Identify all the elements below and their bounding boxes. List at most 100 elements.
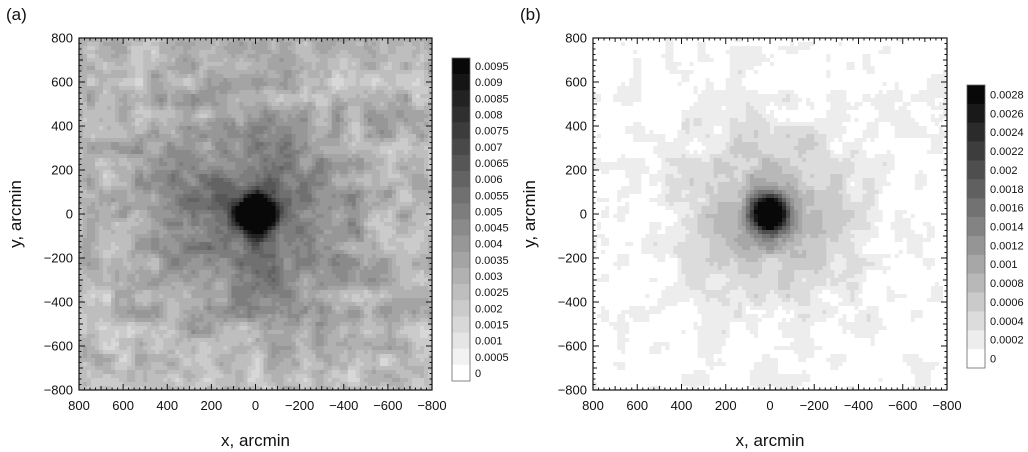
panel-a-ticks xyxy=(78,37,433,391)
panel-a-colorbar-swatch xyxy=(452,348,470,366)
panel-a-x-tick-label: 0 xyxy=(252,398,259,413)
panel-a-colorbar-swatch xyxy=(452,122,470,140)
panel-b-colorbar-swatch xyxy=(967,292,985,312)
panel-a-colorbar-label: 0.004 xyxy=(475,239,503,251)
panel-a-colorbar-label: 0.009 xyxy=(475,77,503,89)
panel-b-colorbar: 0.0028 0.0026 0.0024 0.0022 0.002 0.0018 0.001… xyxy=(966,84,1024,369)
panel-b-colorbar-swatch xyxy=(967,141,985,161)
panel-b-y-tick-label: 0 xyxy=(580,207,587,222)
panel-b-colorbar-swatch xyxy=(967,311,985,331)
panel-a-contour-map: 800 600 400 200 0 −200 −400 −600 −80080060040020… xyxy=(6,5,509,450)
panel-b-y-tick-label: 400 xyxy=(565,119,587,134)
panel-a-colorbar-label: 0.005 xyxy=(475,206,503,218)
panel-a-colorbar-label: 0.003 xyxy=(475,271,503,283)
panel-a-colorbar-swatch xyxy=(452,364,470,382)
panel-b-colorbar-swatch xyxy=(967,330,985,350)
panel-b-x-tick-label: 800 xyxy=(582,398,604,413)
panel-b-colorbar-swatch xyxy=(967,85,985,105)
panel-a-panel-label: (a) xyxy=(6,5,27,24)
panel-a-colorbar-label: 0.0045 xyxy=(475,223,509,235)
panel-a-colorbar-label: 0.001 xyxy=(475,336,503,348)
panel-b-colorbar-swatch xyxy=(967,349,985,369)
panel-b-colorbar-label: 0.0004 xyxy=(990,316,1024,328)
panel-a-colorbar-label: 0.007 xyxy=(475,142,503,154)
panel-a-y-axis-label: y, arcmin xyxy=(6,180,25,248)
panel-b-colorbar-swatch xyxy=(967,217,985,237)
panel-a-colorbar-label: 0.0075 xyxy=(475,126,509,138)
panel-a-colorbar-label: 0 xyxy=(475,368,481,380)
panel-a-colorbar-swatch xyxy=(452,235,470,253)
panel-b-y-tick-label: −600 xyxy=(558,339,587,354)
panel-b-x-tick-label: 200 xyxy=(715,398,737,413)
panel-b-colorbar-swatch xyxy=(967,273,985,293)
panel-a-colorbar-swatch xyxy=(452,267,470,285)
panel-b-colorbar-swatch xyxy=(967,122,985,142)
panel-a-x-tick-label: −400 xyxy=(329,398,358,413)
panel-b-colorbar-label: 0.0002 xyxy=(990,335,1024,347)
panel-b-colorbar-label: 0.0016 xyxy=(990,203,1024,215)
panel-b-x-axis-label: x, arcmin xyxy=(736,431,805,450)
panel-a-colorbar-label: 0.0015 xyxy=(475,319,509,331)
panel-b-colorbar-label: 0.0008 xyxy=(990,278,1024,290)
panel-a-y-tick-label: 800 xyxy=(51,31,73,46)
panel-a-x-axis-label: x, arcmin xyxy=(221,431,290,450)
panel-a-colorbar-label: 0.0065 xyxy=(475,158,509,170)
panel-b-x-tick-label: 400 xyxy=(671,398,693,413)
panel-b-colorbar-swatch xyxy=(967,254,985,274)
panel-b-y-axis-label: y, arcmin xyxy=(520,180,539,248)
panel-a-y-tick-label: −600 xyxy=(44,339,73,354)
panel-a-colorbar-label: 0.0025 xyxy=(475,287,509,299)
panel-a-y-tick-label: 0 xyxy=(66,207,73,222)
panel-b-colorbar-label: 0.0006 xyxy=(990,297,1024,309)
panel-b-colorbar-label: 0.0026 xyxy=(990,108,1024,120)
panel-a-y-tick-label: −200 xyxy=(44,251,73,266)
panel-a-colorbar-swatch xyxy=(452,90,470,107)
panel-b-colorbar-swatch xyxy=(967,198,985,218)
panel-b-y-tick-label: 600 xyxy=(565,75,587,90)
panel-b-colorbar-label: 0.0018 xyxy=(990,184,1024,196)
panel-b-y-tick-label: −200 xyxy=(558,251,587,266)
panel-a-colorbar-label: 0.0085 xyxy=(475,93,509,105)
panel-b-x-tick-label: 0 xyxy=(766,398,773,413)
panel-a-colorbar-label: 0.002 xyxy=(475,303,503,315)
panel-b-y-tick-label: −800 xyxy=(558,383,587,398)
panel-a-colorbar-swatch xyxy=(452,219,470,236)
panel-b-colorbar-label: 0.0028 xyxy=(990,89,1024,101)
panel-a-colorbar-swatch xyxy=(452,284,470,301)
panel-b-x-tick-label: 600 xyxy=(626,398,648,413)
panel-b-colorbar-label: 0.0022 xyxy=(990,146,1024,158)
panel-a-colorbar-label: 0.006 xyxy=(475,174,503,186)
panel-a-colorbar-swatch xyxy=(452,58,470,75)
panel-b-colorbar-swatch xyxy=(967,235,985,256)
panel-a-colorbar-swatch xyxy=(452,251,470,269)
panel-b-colorbar-label: 0.002 xyxy=(990,165,1018,177)
panel-a-x-tick-label: −600 xyxy=(373,398,402,413)
panel-a-y-tick-label: 400 xyxy=(51,119,73,134)
panel-a-colorbar-swatch xyxy=(452,187,470,204)
panel-a-y-tick-label: 200 xyxy=(51,163,73,178)
panel-b-colorbar-label: 0.0024 xyxy=(990,127,1024,139)
panel-a-y-tick-label: 600 xyxy=(51,75,73,90)
panel-b-colorbar-swatch xyxy=(967,160,985,180)
panel-a-x-tick-label: 600 xyxy=(112,398,134,413)
panel-b-panel-label: (b) xyxy=(520,5,541,24)
panel-a-colorbar-label: 0.0035 xyxy=(475,255,509,267)
panel-b-field xyxy=(593,38,948,391)
panel-a-y-tick-label: −400 xyxy=(44,295,73,310)
panel-b-colorbar-swatch xyxy=(967,103,985,124)
panel-a-colorbar-swatch xyxy=(452,203,470,220)
panel-b-x-tick-label: −800 xyxy=(932,398,961,413)
panel-a-colorbar-label: 0.0095 xyxy=(475,61,509,73)
panel-a-x-tick-label: 400 xyxy=(156,398,178,413)
panel-a-colorbar-swatch xyxy=(452,154,470,172)
panel-b-x-tick-label: −600 xyxy=(888,398,917,413)
panel-a-x-tick-label: 200 xyxy=(201,398,223,413)
panel-a-field xyxy=(79,38,433,391)
panel-b-y-tick-label: 800 xyxy=(565,31,587,46)
panel-a-colorbar-label: 0.008 xyxy=(475,110,503,122)
panel-a-y-tick-label: −800 xyxy=(44,383,73,398)
panel-a-x-tick-label: 800 xyxy=(68,398,90,413)
panel-a-colorbar-label: 0.0005 xyxy=(475,352,509,364)
panel-b-y-tick-label: 200 xyxy=(565,163,587,178)
